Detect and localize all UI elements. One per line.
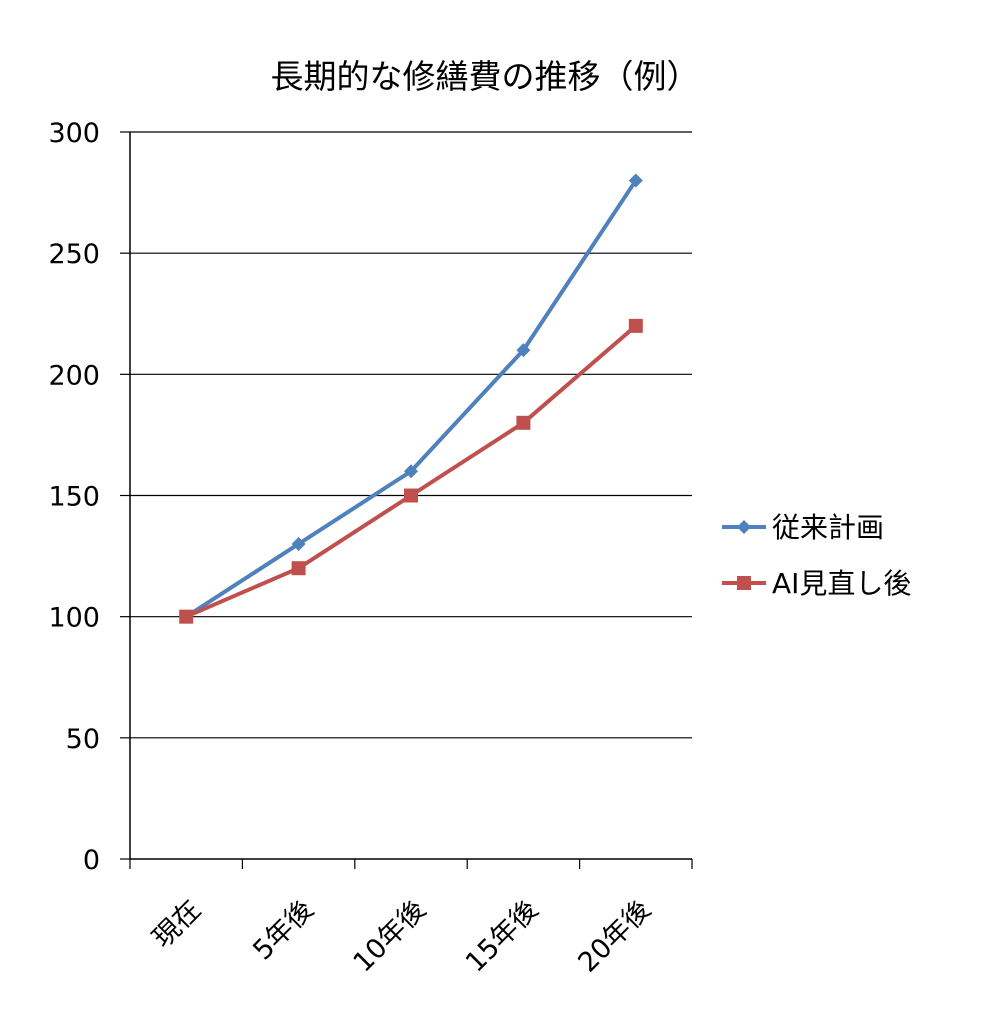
legend-label: 従来計画: [772, 511, 884, 544]
x-tick-label: 10年後: [348, 894, 432, 978]
data-point-square: [291, 561, 306, 576]
y-tick-label: 150: [48, 482, 100, 513]
data-point-diamond: [404, 464, 418, 479]
data-point-square: [628, 318, 643, 333]
data-point-diamond: [628, 173, 643, 188]
y-tick-label: 100: [48, 603, 100, 634]
data-point-square: [404, 488, 418, 503]
x-tick-label: 現在: [147, 894, 207, 954]
data-point-square: [516, 415, 531, 430]
data-point-diamond: [516, 343, 531, 358]
data-point-square: [179, 609, 194, 624]
y-tick-label: 50: [66, 724, 100, 755]
axes: 0 50 100 150 200 250 300 現在 5年後 10年後 15年後 20年後: [48, 118, 693, 978]
x-tick-label: 20年後: [572, 894, 656, 978]
y-tick-label: 300: [48, 118, 100, 149]
legend-marker: [737, 520, 751, 534]
x-tick-label: 5年後: [247, 894, 319, 966]
legend-label: AI見直し後: [772, 567, 911, 600]
series-lines: [179, 173, 643, 624]
x-tick-label: 15年後: [460, 894, 544, 978]
series-line: [185, 179, 638, 619]
data-point-diamond: [291, 536, 306, 551]
legend-marker: [737, 576, 751, 590]
y-tick-label: 200: [48, 360, 100, 391]
chart-title: 長期的な修繕費の推移（例）: [271, 57, 700, 96]
legend: 従来計画 AI見直し後: [722, 511, 911, 600]
y-tick-label: 250: [48, 239, 100, 270]
y-tick-label: 0: [83, 845, 100, 876]
